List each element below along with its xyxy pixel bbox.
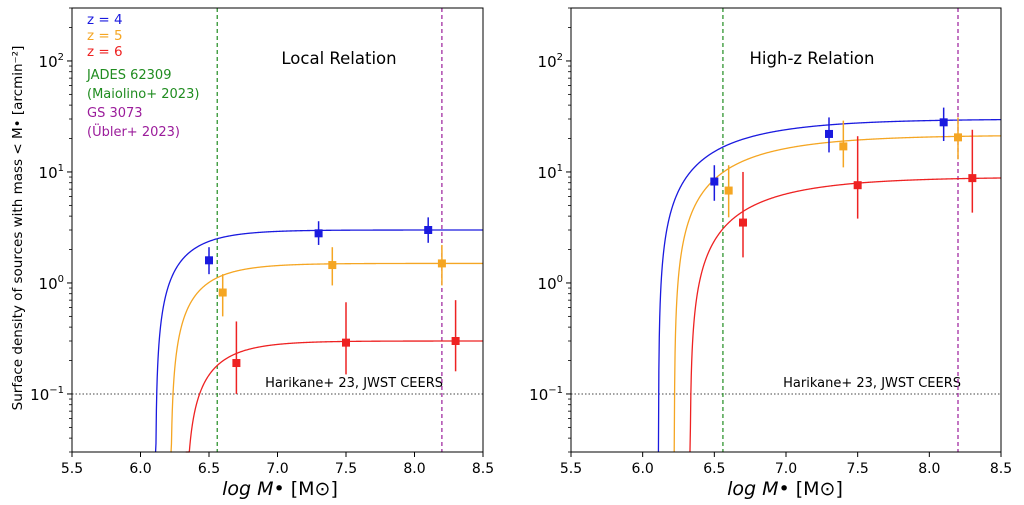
series-2-curve (185, 340, 483, 453)
panel-high-z-relation: 5.5 6.0 6.5 7.0 7.5 8.0 8.5 10−1 100 101 102 Harika… (529, 7, 1012, 477)
series-0-point (205, 256, 213, 265)
series-1-point (218, 288, 227, 297)
series-1-point (328, 261, 337, 270)
x-tick-label: 6.5 (703, 461, 725, 477)
series-2-point (968, 174, 977, 183)
panel-local-relation: 5.5 6.0 6.5 7.0 7.5 8.0 8.5 10−1 100 101 102 Harika… (30, 7, 494, 477)
x-axis-label-unit: [M⊙] (291, 478, 338, 500)
x-tick-label: 8.0 (918, 461, 940, 477)
y-tick-label: 102 (39, 52, 64, 71)
series-1-point (724, 186, 733, 195)
y-axis-label: Surface density of sources with mass < M… (10, 46, 26, 411)
x-tick-label: 5.5 (560, 461, 582, 477)
y-tick-label: 102 (538, 52, 563, 71)
y-tick-label: 100 (538, 274, 563, 293)
legend-entry: (Maiolino+ 2023) (87, 87, 199, 102)
x-axis-label-main: log M• (222, 478, 291, 500)
x-axis-label-right: log M• [M⊙] (727, 478, 843, 500)
series-2-point (739, 218, 747, 227)
y-tick-label: 10−1 (30, 385, 64, 404)
series-1-point (437, 259, 446, 268)
y-tick-label: 10−1 (529, 385, 563, 404)
y-tick-label: 101 (39, 163, 64, 182)
legend-entry: GS 3073 (87, 106, 143, 121)
series-2-point (232, 359, 241, 368)
x-tick-label: 6.0 (129, 461, 151, 477)
series-1-point (839, 142, 848, 151)
y-tick-label: 101 (538, 163, 563, 182)
series-2-curve (689, 177, 1001, 453)
x-tick-label: 8.5 (472, 461, 494, 477)
x-tick-label: 7.0 (775, 461, 797, 477)
legend-entry: z = 4 (87, 12, 123, 28)
x-axis-label-main: log M• (727, 478, 796, 500)
legend-entry: JADES 62309 (86, 68, 171, 83)
x-tick-label: 7.5 (335, 461, 357, 477)
panel-title: High-z Relation (750, 49, 875, 68)
x-tick-label: 7.5 (847, 461, 869, 477)
plot-frame (570, 7, 1002, 453)
series-2-point (451, 337, 460, 345)
legend-entry: z = 6 (87, 44, 123, 60)
x-tick-label: 5.5 (61, 461, 83, 477)
series-0-point (939, 118, 948, 127)
series-2-point (342, 338, 350, 347)
series-0-point (314, 229, 323, 238)
x-tick-label: 7.0 (266, 461, 288, 477)
x-tick-label: 6.5 (198, 461, 220, 477)
legend-entry: z = 5 (87, 28, 123, 44)
series-1-point (954, 133, 962, 142)
series-0-point (710, 177, 719, 186)
panel-title: Local Relation (281, 49, 396, 68)
x-axis-label-unit: [M⊙] (796, 478, 843, 500)
ceers-limit-label: Harikane+ 23, JWST CEERS (265, 376, 443, 391)
x-tick-label: 6.0 (632, 461, 654, 477)
plot-frame (71, 7, 484, 453)
series-0-point (825, 129, 833, 138)
series-2-point (853, 181, 862, 190)
y-tick-label: 100 (39, 274, 64, 293)
x-tick-label: 8.5 (990, 461, 1012, 477)
x-tick-label: 8.0 (403, 461, 425, 477)
series-0-curve (657, 118, 1001, 453)
x-axis-label-left: log M• [M⊙] (222, 478, 338, 500)
series-0-point (424, 226, 433, 234)
ceers-limit-label: Harikane+ 23, JWST CEERS (783, 376, 961, 391)
legend-entry: (Übler+ 2023) (87, 123, 180, 140)
